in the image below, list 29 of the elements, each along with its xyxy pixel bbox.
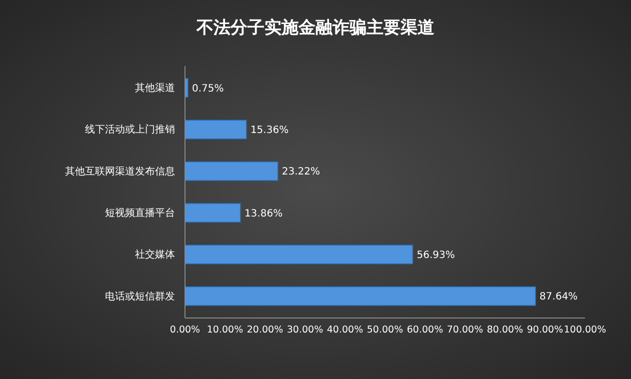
data-label: 15.36%	[250, 125, 289, 136]
x-tick-label: 100.00%	[564, 324, 606, 336]
x-tick-label: 70.00%	[446, 324, 484, 336]
data-label: 0.75%	[192, 83, 224, 94]
x-tick-label: 90.00%	[526, 324, 564, 336]
bar	[184, 244, 414, 264]
bar	[184, 203, 241, 223]
y-tick-label: 线下活动或上门推销	[85, 124, 175, 136]
data-label: 23.22%	[282, 166, 320, 178]
bar	[184, 120, 247, 140]
x-tick-label: 60.00%	[406, 324, 444, 336]
x-tick-label: 10.00%	[206, 324, 244, 336]
y-tick-label: 其他互联网渠道发布信息	[65, 165, 175, 178]
x-tick-label: 0.00%	[170, 324, 200, 336]
data-label: 87.64%	[540, 292, 578, 303]
x-tick-label: 80.00%	[486, 324, 524, 336]
y-tick-label: 电话或短信群发	[105, 290, 175, 302]
x-tick-label: 40.00%	[326, 324, 364, 336]
bar	[184, 286, 536, 306]
y-tick-label: 其他渠道	[135, 82, 175, 94]
x-tick-label: 20.00%	[246, 324, 284, 336]
chart-title: 不法分子实施金融诈骗主要渠道	[196, 18, 434, 38]
y-tick-label: 社交媒体	[135, 248, 175, 261]
x-tick-label: 50.00%	[366, 324, 404, 336]
bar	[184, 161, 278, 181]
data-label: 13.86%	[244, 208, 283, 220]
data-label: 56.93%	[416, 250, 455, 261]
y-tick-label: 短视频直播平台	[105, 207, 175, 220]
x-tick-label: 30.00%	[286, 324, 324, 336]
